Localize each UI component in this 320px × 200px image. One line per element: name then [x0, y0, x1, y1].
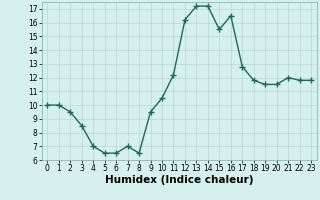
- X-axis label: Humidex (Indice chaleur): Humidex (Indice chaleur): [105, 175, 253, 185]
